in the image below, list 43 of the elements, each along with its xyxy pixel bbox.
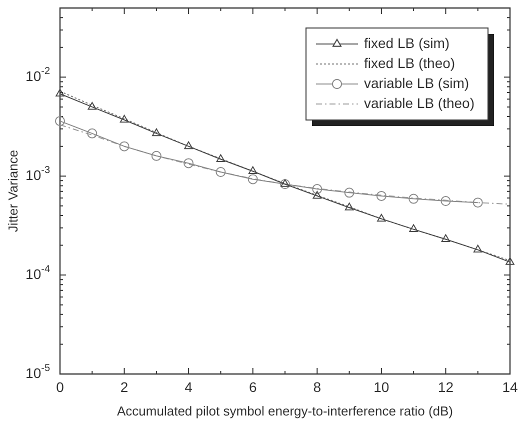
point xyxy=(441,234,450,242)
legend-label: fixed LB (theo) xyxy=(364,54,456,71)
point xyxy=(344,188,354,198)
legend-label: fixed LB (sim) xyxy=(364,34,450,51)
point xyxy=(120,114,129,123)
point xyxy=(472,198,483,208)
point xyxy=(87,128,98,138)
point xyxy=(88,102,97,110)
point xyxy=(377,214,386,222)
point xyxy=(119,141,130,152)
point xyxy=(312,190,322,199)
point xyxy=(248,174,258,184)
point xyxy=(408,194,419,204)
point xyxy=(280,179,290,190)
x-axis-title: Accumulated pilot symbol energy-to-interference ratio (dB) xyxy=(117,404,453,419)
x-tick-label: 12 xyxy=(438,378,454,395)
point xyxy=(506,257,514,265)
point xyxy=(440,196,451,206)
x-tick-label: 6 xyxy=(248,378,257,395)
point xyxy=(184,158,194,168)
point xyxy=(216,154,226,162)
point xyxy=(473,244,482,253)
x-tick-label: 2 xyxy=(120,378,128,395)
point xyxy=(280,179,290,187)
x-tick-label: 0 xyxy=(56,378,64,395)
x-tick-label: 10 xyxy=(374,378,390,395)
point xyxy=(55,116,65,126)
point xyxy=(409,224,418,232)
y-axis-title: Jitter Variance xyxy=(6,150,21,232)
point xyxy=(248,166,258,174)
point xyxy=(151,150,162,161)
point xyxy=(216,167,226,178)
point xyxy=(376,190,386,201)
x-tick-label: 8 xyxy=(313,378,322,395)
legend-label: variable LB (sim) xyxy=(364,74,470,91)
point xyxy=(344,202,354,210)
x-tick-label: 4 xyxy=(184,378,193,395)
legend-label: variable LB (theo) xyxy=(364,94,475,111)
x-tick-label: 14 xyxy=(502,378,518,395)
point xyxy=(152,128,161,136)
point xyxy=(184,141,193,150)
point xyxy=(56,88,64,96)
point xyxy=(312,184,322,194)
